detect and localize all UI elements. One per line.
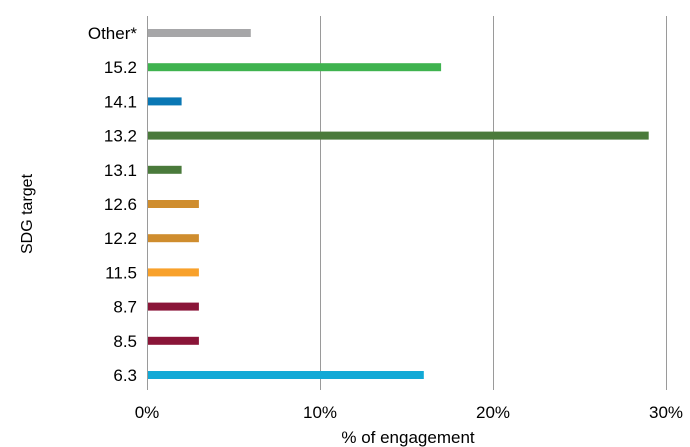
x-tick-label: 30% [649, 403, 683, 422]
y-tick-label: 8.7 [113, 298, 137, 317]
y-tick-labels: Other* 15.2 14.1 13.2 13.1 12.6 12.2 11.5 8.7 8.5… [88, 24, 138, 385]
bar-14-1 [148, 97, 182, 106]
y-tick-label: Other* [88, 24, 138, 43]
bar-13-2 [148, 131, 649, 140]
bar-8-7 [148, 302, 199, 311]
x-tick-labels: 0% 10% 20% 30% [135, 403, 683, 422]
y-tick-label: 12.2 [104, 229, 137, 248]
y-axis-label: SDG target [19, 173, 36, 254]
bars [148, 29, 649, 379]
y-tick-label: 13.1 [104, 161, 137, 180]
gridlines [320, 16, 667, 390]
bar-11-5 [148, 268, 199, 277]
y-tick-label: 15.2 [104, 58, 137, 77]
x-tick-label: 20% [476, 403, 510, 422]
y-tick-label: 12.6 [104, 195, 137, 214]
bar-6-3 [148, 371, 424, 379]
bar-13-1 [148, 165, 182, 174]
y-tick-label: 6.3 [113, 366, 137, 385]
bar-12-6 [148, 200, 199, 208]
x-tick-label: 10% [303, 403, 337, 422]
bar-8-5 [148, 336, 199, 345]
x-tick-label: 0% [135, 403, 160, 422]
bar-12-2 [148, 234, 199, 243]
bar-Other [148, 29, 251, 37]
y-tick-label: 8.5 [113, 332, 137, 351]
x-axis-label: % of engagement [341, 428, 475, 447]
y-tick-label: 11.5 [105, 263, 137, 282]
y-tick-label: 14.1 [104, 92, 137, 111]
y-tick-label: 13.2 [104, 127, 137, 146]
bar-15-2 [148, 63, 442, 72]
